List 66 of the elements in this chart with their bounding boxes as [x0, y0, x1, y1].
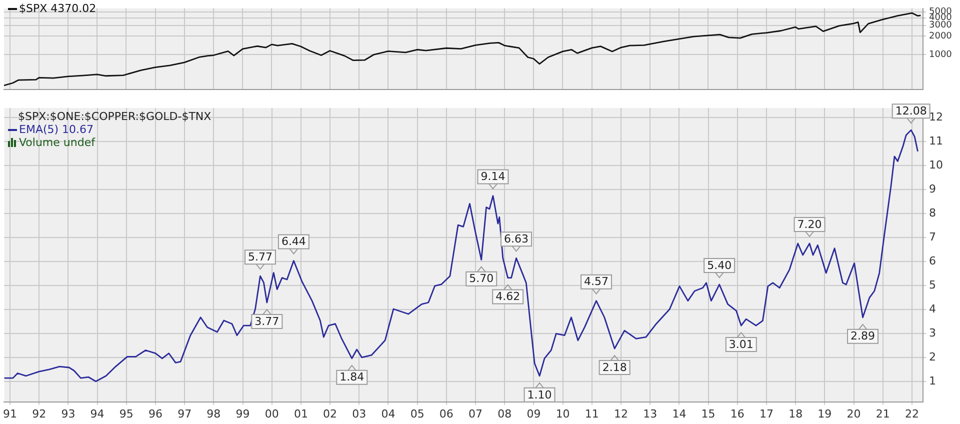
- x-tick-label: 22: [904, 407, 919, 420]
- x-tick-label: 08: [498, 407, 512, 420]
- x-tick-label: 96: [148, 407, 162, 420]
- legend-label: EMA(5) 10.67: [19, 123, 94, 136]
- x-tick-label: 05: [410, 407, 424, 420]
- x-tick-label: 92: [32, 407, 46, 420]
- x-tick-label: 94: [90, 407, 104, 420]
- y-tick-label: 8: [929, 206, 936, 220]
- x-tick-label: 02: [323, 407, 338, 420]
- x-tick-label: 07: [468, 407, 483, 420]
- annotation: 1.10: [527, 388, 552, 402]
- y-tick-label: 10: [929, 158, 943, 172]
- x-tick-label: 91: [3, 407, 18, 420]
- annotation: 6.63: [504, 232, 529, 246]
- x-tick-label: 03: [352, 407, 366, 420]
- y-tick-label: 5: [929, 278, 936, 292]
- annotation: 9.14: [480, 170, 506, 184]
- annotation: 12.08: [895, 104, 927, 118]
- x-tick-label: 17: [759, 407, 774, 420]
- x-tick-label: 15: [701, 407, 716, 420]
- x-tick-label: 11: [584, 407, 599, 420]
- annotation: 1.84: [340, 370, 364, 384]
- x-tick-label: 93: [61, 407, 76, 420]
- x-tick-label: 99: [236, 407, 250, 420]
- y-tick-label: 4: [929, 302, 936, 316]
- annotation: 2.89: [850, 330, 876, 343]
- x-tick-label: 14: [672, 407, 686, 420]
- x-tick-label: 20: [846, 407, 861, 420]
- x-tick-label: 10: [556, 407, 570, 420]
- x-tick-label: 95: [119, 407, 134, 420]
- chart-title: $SPX:$ONE:$COPPER:$GOLD-$TNX: [17, 110, 212, 123]
- x-tick-label: 19: [818, 407, 832, 420]
- x-tick-label: 21: [876, 407, 890, 420]
- annotation: 7.20: [797, 218, 822, 231]
- y-tick-label: 12: [929, 110, 943, 124]
- y-tick-label: 6: [929, 254, 936, 268]
- annotation: 3.77: [254, 314, 280, 328]
- x-tick-label: 04: [381, 407, 396, 420]
- annotation: 5.40: [707, 258, 732, 272]
- annotation: 4.62: [496, 290, 520, 304]
- x-tick-label: 97: [178, 407, 192, 420]
- annotation: Volume undef: [19, 136, 95, 149]
- y-tick-label: 2: [929, 350, 936, 364]
- x-tick-label: 18: [788, 407, 803, 420]
- y-tick-label: 1: [929, 374, 936, 388]
- annotation: 4.57: [584, 275, 609, 288]
- legend-label: $SPX 4370.02: [19, 2, 96, 15]
- x-tick-label: 16: [730, 407, 744, 420]
- annotation: 6.44: [281, 235, 306, 248]
- y-tick-label: 2000: [929, 31, 952, 42]
- x-tick-label: 12: [614, 407, 628, 420]
- x-tick-label: 01: [294, 407, 308, 420]
- annotation: 5.77: [248, 250, 272, 264]
- annotation: 5.70: [469, 272, 494, 286]
- x-tick-label: 06: [439, 407, 454, 420]
- x-tick-label: 09: [526, 407, 541, 420]
- x-tick-label: 13: [643, 407, 658, 420]
- y-tick-label: 7: [929, 230, 936, 244]
- x-tick-label: 00: [264, 407, 279, 420]
- y-tick-label: 1000: [929, 50, 952, 60]
- y-tick-label: 3: [929, 326, 936, 340]
- annotation: 3.01: [728, 338, 754, 351]
- annotation: 2.18: [602, 360, 627, 374]
- y-tick-label: 11: [929, 134, 943, 148]
- y-tick-label: 9: [929, 182, 936, 196]
- x-tick-label: 98: [206, 407, 221, 420]
